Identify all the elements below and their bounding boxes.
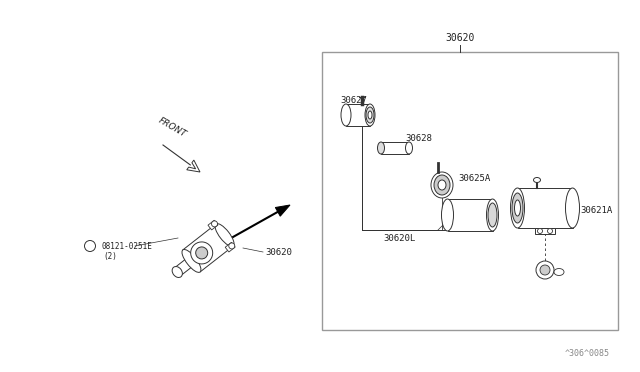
Ellipse shape — [512, 193, 523, 223]
Bar — [225, 242, 235, 252]
Circle shape — [196, 247, 208, 259]
Circle shape — [547, 228, 552, 234]
Circle shape — [84, 241, 95, 251]
Text: 30625A: 30625A — [458, 173, 490, 183]
Text: 30621A: 30621A — [580, 205, 612, 215]
Ellipse shape — [442, 199, 454, 231]
Text: 30620: 30620 — [265, 247, 292, 257]
Circle shape — [191, 242, 212, 264]
Circle shape — [538, 228, 543, 234]
Text: (2): (2) — [103, 253, 117, 262]
Text: 30627: 30627 — [340, 96, 367, 105]
Bar — [174, 257, 195, 276]
Ellipse shape — [215, 224, 234, 247]
Ellipse shape — [486, 199, 499, 231]
Ellipse shape — [511, 188, 525, 228]
Text: 08121-0251E: 08121-0251E — [101, 241, 152, 250]
Text: ^306^0085: ^306^0085 — [565, 349, 610, 358]
Ellipse shape — [566, 188, 579, 228]
Bar — [535, 228, 555, 234]
Ellipse shape — [431, 172, 453, 198]
Bar — [322, 52, 618, 330]
Ellipse shape — [172, 266, 182, 278]
Circle shape — [212, 221, 218, 227]
Text: 30620: 30620 — [445, 33, 475, 43]
Ellipse shape — [554, 269, 564, 276]
Ellipse shape — [366, 107, 374, 123]
Bar — [518, 188, 573, 228]
Circle shape — [536, 261, 554, 279]
Ellipse shape — [488, 203, 497, 227]
Ellipse shape — [438, 180, 446, 190]
Text: 30628: 30628 — [405, 134, 432, 142]
Bar — [183, 224, 233, 272]
Ellipse shape — [534, 177, 541, 183]
Text: FRONT: FRONT — [156, 116, 188, 140]
Circle shape — [228, 243, 235, 249]
Polygon shape — [187, 160, 200, 172]
Polygon shape — [275, 205, 290, 216]
Text: B: B — [88, 244, 92, 248]
Bar — [346, 104, 370, 126]
Bar — [208, 220, 218, 230]
Ellipse shape — [341, 104, 351, 126]
Ellipse shape — [182, 250, 201, 272]
Ellipse shape — [406, 142, 413, 154]
Bar — [381, 142, 409, 154]
Ellipse shape — [378, 142, 385, 154]
Bar — [447, 199, 493, 231]
Text: 30620L: 30620L — [383, 234, 415, 243]
Ellipse shape — [515, 200, 520, 216]
Ellipse shape — [368, 111, 372, 119]
Ellipse shape — [365, 104, 375, 126]
Circle shape — [540, 265, 550, 275]
Ellipse shape — [434, 175, 450, 195]
